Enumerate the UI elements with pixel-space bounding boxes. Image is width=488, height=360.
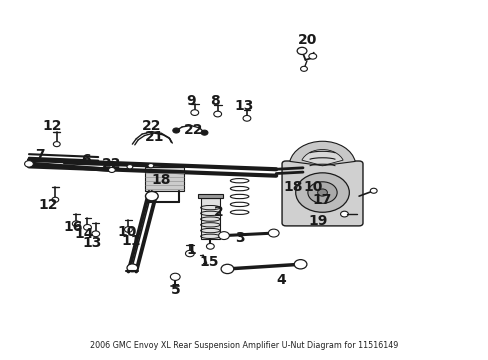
Circle shape — [124, 226, 132, 232]
Text: 3: 3 — [234, 231, 244, 245]
Circle shape — [297, 47, 306, 54]
Circle shape — [170, 273, 180, 280]
Circle shape — [72, 221, 80, 226]
Text: 12: 12 — [42, 119, 61, 133]
Circle shape — [83, 225, 91, 230]
Circle shape — [213, 111, 221, 117]
Circle shape — [308, 53, 316, 59]
Text: 14: 14 — [75, 227, 94, 241]
Text: 12: 12 — [39, 198, 58, 212]
Bar — [200, 198, 220, 239]
Circle shape — [127, 165, 133, 169]
Text: 18: 18 — [283, 180, 303, 194]
Text: 11: 11 — [122, 234, 141, 248]
Circle shape — [148, 163, 154, 168]
Text: 2006 GMC Envoy XL Rear Suspension Amplifier U-Nut Diagram for 11516149: 2006 GMC Envoy XL Rear Suspension Amplif… — [90, 341, 398, 350]
Circle shape — [369, 188, 376, 193]
Text: 8: 8 — [210, 94, 220, 108]
Wedge shape — [301, 149, 343, 166]
Text: 5: 5 — [171, 283, 181, 297]
Text: 15: 15 — [199, 255, 219, 269]
Text: 22: 22 — [183, 123, 203, 137]
Text: 13: 13 — [234, 99, 254, 113]
Circle shape — [172, 128, 179, 133]
Circle shape — [206, 243, 214, 249]
Text: 21: 21 — [144, 130, 163, 144]
FancyBboxPatch shape — [282, 161, 362, 226]
Circle shape — [243, 116, 250, 121]
Circle shape — [295, 173, 348, 212]
Circle shape — [127, 264, 138, 272]
Text: 18: 18 — [152, 173, 171, 187]
Text: 16: 16 — [63, 220, 82, 234]
Text: 20: 20 — [298, 33, 317, 47]
Circle shape — [218, 231, 229, 239]
Circle shape — [317, 189, 327, 196]
Circle shape — [145, 192, 158, 201]
Circle shape — [24, 161, 33, 167]
Circle shape — [201, 130, 207, 135]
Text: 2: 2 — [214, 205, 224, 219]
Text: 13: 13 — [82, 236, 102, 250]
Circle shape — [52, 197, 59, 202]
Text: 17: 17 — [312, 193, 331, 207]
Circle shape — [53, 141, 60, 147]
Bar — [144, 167, 183, 191]
Text: 22: 22 — [142, 119, 161, 133]
Text: 10: 10 — [118, 225, 137, 239]
Text: 4: 4 — [276, 273, 285, 287]
Circle shape — [340, 211, 347, 217]
Circle shape — [185, 250, 194, 257]
Circle shape — [221, 264, 233, 274]
Circle shape — [294, 260, 306, 269]
Circle shape — [108, 167, 115, 172]
Text: 6: 6 — [81, 153, 91, 167]
Text: 22: 22 — [102, 157, 122, 171]
Text: 1: 1 — [185, 243, 195, 257]
Text: 7: 7 — [35, 148, 44, 162]
Circle shape — [268, 229, 279, 237]
Text: 19: 19 — [307, 214, 326, 228]
Circle shape — [190, 110, 198, 116]
Circle shape — [92, 231, 100, 237]
Bar — [198, 194, 222, 198]
Circle shape — [300, 66, 307, 71]
Circle shape — [307, 182, 336, 203]
Wedge shape — [289, 141, 354, 166]
Text: 9: 9 — [185, 94, 195, 108]
Text: 10: 10 — [303, 180, 322, 194]
